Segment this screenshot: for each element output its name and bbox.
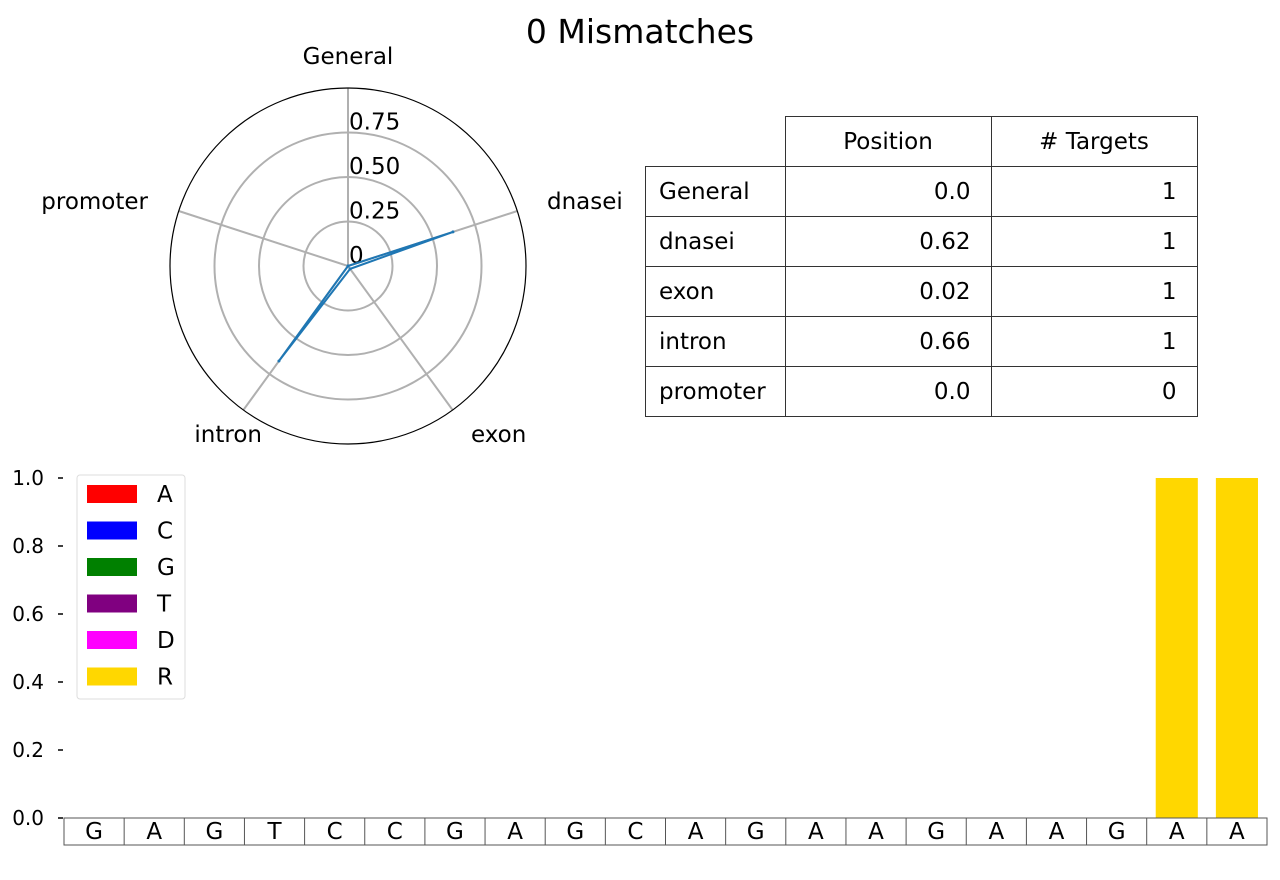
x-tick-label: G	[205, 819, 223, 845]
table-row: dnasei 0.62 1	[645, 216, 1198, 267]
legend-label: T	[156, 592, 172, 618]
radar-tick-label: 0.50	[349, 154, 400, 180]
x-tick-label: G	[1108, 819, 1126, 845]
row-targets: 1	[990, 216, 1198, 267]
x-tick-label: A	[1169, 819, 1185, 845]
radar-category-label: intron	[194, 422, 262, 448]
legend-swatch-D	[87, 631, 137, 649]
x-tick-label: G	[927, 819, 945, 845]
legend-label: G	[157, 555, 175, 581]
y-tick-label: 0.6	[12, 602, 44, 626]
y-tick-label: 1.0	[12, 466, 44, 490]
radar-point	[277, 359, 281, 363]
table-corner	[645, 116, 786, 167]
x-tick-label: A	[688, 819, 704, 845]
x-tick-label: G	[747, 819, 765, 845]
summary-table: Position # Targets General 0.0 1 dnasei …	[645, 116, 1198, 417]
row-label: exon	[645, 266, 786, 317]
legend-label: C	[157, 519, 173, 545]
radar-category-label: General	[303, 44, 394, 70]
row-position: 0.66	[784, 316, 992, 367]
legend-swatch-A	[87, 485, 137, 503]
radar-tick-label: 0.75	[349, 110, 400, 136]
table-row: promoter 0.0 0	[645, 366, 1198, 417]
legend-swatch-G	[87, 558, 137, 576]
chart-title: 0 Mismatches	[525, 12, 755, 51]
radar-point	[348, 267, 352, 271]
y-tick-label: 0.8	[12, 534, 44, 558]
radar-chart: 00.250.500.75Generaldnaseiexonintronprom…	[41, 44, 623, 448]
y-tick-label: 0.4	[12, 670, 44, 694]
x-tick-label: A	[868, 819, 884, 845]
x-tick-label: A	[808, 819, 824, 845]
x-tick-label: T	[266, 819, 282, 845]
bar-R	[1155, 478, 1198, 818]
x-tick-label: C	[327, 819, 343, 845]
legend-label: A	[157, 482, 173, 508]
radar-point	[346, 264, 350, 268]
table-row: exon 0.02 1	[645, 266, 1198, 317]
row-targets: 1	[990, 316, 1198, 367]
x-tick-label: G	[566, 819, 584, 845]
column-header-targets: # Targets	[990, 116, 1198, 167]
legend-swatch-C	[87, 521, 137, 540]
legend-swatch-T	[87, 594, 137, 613]
row-position: 0.02	[784, 266, 992, 317]
row-targets: 0	[990, 366, 1198, 417]
radar-outer-circle	[169, 87, 527, 445]
legend-label: R	[157, 665, 173, 691]
row-label: dnasei	[645, 216, 786, 267]
y-tick-label: 0.0	[12, 806, 44, 830]
radar-tick-label: 0.25	[349, 199, 400, 225]
table-row: intron 0.66 1	[645, 316, 1198, 367]
radar-category-label: dnasei	[547, 189, 623, 215]
radar-category-label: promoter	[41, 189, 148, 215]
x-tick-label: A	[146, 819, 162, 845]
row-targets: 1	[990, 266, 1198, 317]
row-position: 0.0	[784, 166, 992, 217]
x-tick-label: A	[1049, 819, 1065, 845]
x-tick-label: G	[85, 819, 103, 845]
table-row: General 0.0 1	[645, 166, 1198, 217]
radar-spoke	[178, 210, 349, 267]
x-tick-label: A	[1229, 819, 1245, 845]
row-label: General	[645, 166, 786, 217]
x-tick-label: A	[507, 819, 523, 845]
legend-box	[76, 474, 186, 700]
x-tick-label: G	[446, 819, 464, 845]
y-tick-label: 0.2	[12, 738, 44, 762]
row-targets: 1	[990, 166, 1198, 217]
sequence-row	[63, 817, 1268, 846]
legend-swatch-R	[87, 667, 137, 686]
bar-R	[1215, 478, 1258, 818]
row-label: intron	[645, 316, 786, 367]
x-tick-label: C	[387, 819, 403, 845]
column-header-position: Position	[784, 116, 992, 167]
radar-point	[451, 230, 455, 234]
radar-spoke	[347, 265, 454, 411]
x-tick-label: C	[627, 819, 643, 845]
row-label: promoter	[645, 366, 786, 417]
x-tick-label: A	[988, 819, 1004, 845]
legend-label: D	[157, 628, 175, 654]
row-position: 0.62	[784, 216, 992, 267]
radar-category-label: exon	[471, 422, 526, 448]
table-header-row: Position # Targets	[645, 116, 1198, 167]
row-position: 0.0	[784, 366, 992, 417]
